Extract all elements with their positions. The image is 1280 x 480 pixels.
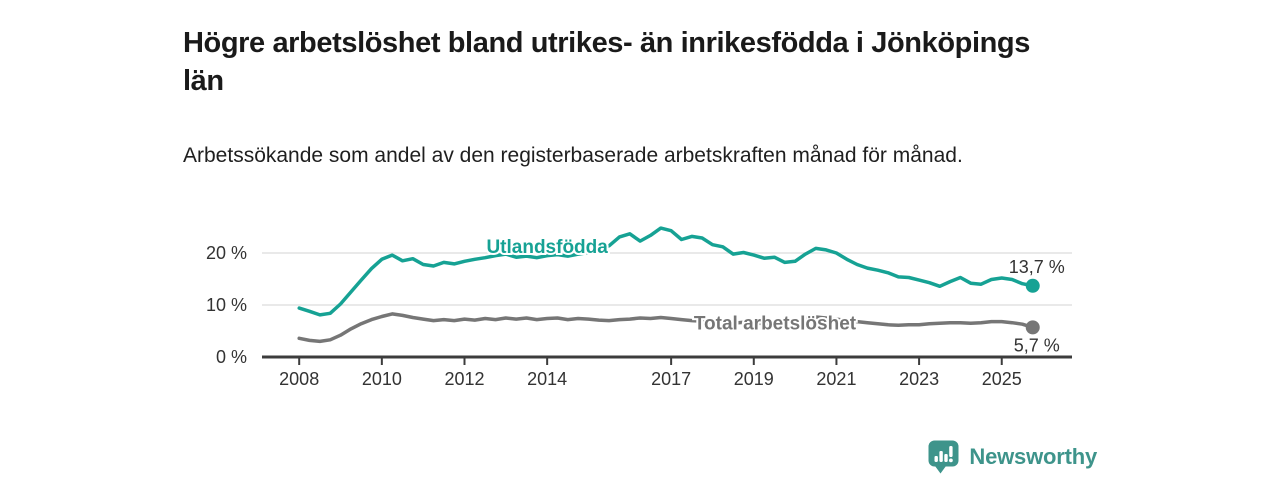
brand-name: Newsworthy — [969, 443, 1097, 469]
y-axis-tick-label: 10 % — [206, 295, 247, 315]
series-line — [297, 312, 1035, 344]
series-end-value-label: 5,7 % — [1014, 335, 1060, 355]
x-axis-tick-label: 2010 — [362, 369, 402, 389]
line-chart: 0 % 10 % 20 % 2008 2010 2012 2014 2017 2019 2021 2… — [206, 226, 1072, 389]
page-subtitle: Arbetssökande som andel av den registerb… — [183, 144, 963, 167]
series-end-value-label: 13,7 % — [1009, 257, 1065, 277]
x-axis-tick-label: 2021 — [816, 369, 856, 389]
x-axis-tick-label: 2014 — [527, 369, 567, 389]
x-axis-tick-label: 2023 — [899, 369, 939, 389]
brand-footer: Newsworthy — [927, 439, 1097, 474]
series-end-dot — [1025, 278, 1040, 293]
y-axis-tick-label: 0 % — [216, 347, 247, 367]
x-axis-tick-label: 2008 — [279, 369, 319, 389]
newsworthy-logo-icon — [928, 440, 959, 474]
x-axis-tick-label: 2025 — [982, 369, 1022, 389]
series-line — [297, 226, 1035, 317]
x-axis-tick-label: 2012 — [444, 369, 484, 389]
y-axis-tick-label: 20 % — [206, 243, 247, 263]
series-end-dot — [1025, 320, 1040, 335]
x-axis-tick-label: 2017 — [651, 369, 691, 389]
series-inline-label: Utlandsfödda — [486, 237, 608, 258]
series-inline-label: Total arbetslöshet — [694, 314, 857, 335]
page-title: Högre arbetslöshet bland utrikes- än inr… — [183, 27, 1030, 97]
x-axis-tick-label: 2019 — [734, 369, 774, 389]
